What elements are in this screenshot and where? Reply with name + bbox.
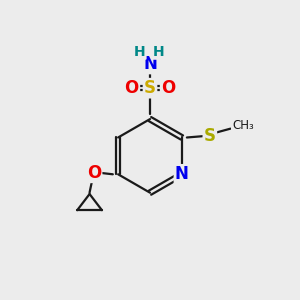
Text: S: S [204, 127, 216, 145]
Text: H: H [152, 45, 164, 59]
Text: N: N [175, 165, 189, 183]
Text: S: S [144, 79, 156, 97]
Text: CH₃: CH₃ [232, 119, 254, 132]
Text: O: O [161, 79, 176, 97]
Text: H: H [134, 45, 146, 59]
Text: N: N [143, 55, 157, 73]
Text: O: O [124, 79, 139, 97]
Text: O: O [87, 164, 101, 182]
